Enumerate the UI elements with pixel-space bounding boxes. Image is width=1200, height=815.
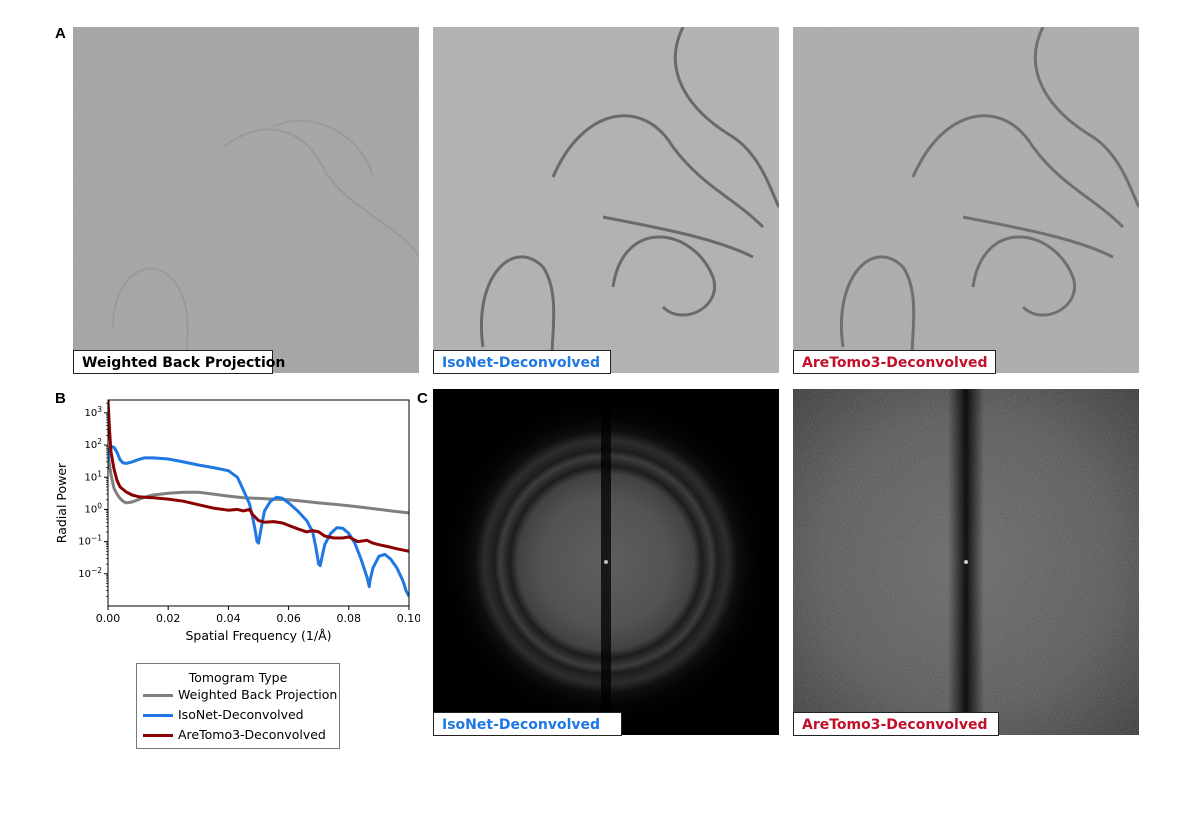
legend-label-aretomo3: AreTomo3-Deconvolved — [178, 727, 326, 742]
radial-power-chart: 0.00 0.02 0.04 0.06 0.08 0.10 10−2 10−1 100 101 10… — [54, 399, 420, 643]
power-spectrum-aretomo3-image — [793, 389, 1139, 735]
x-tick-label: 0.10 — [397, 612, 420, 625]
y-tick-label: 100 — [84, 501, 102, 515]
panel-letter-c: C — [417, 390, 428, 407]
x-tick-label: 0.06 — [276, 612, 301, 625]
legend-swatch-isonet — [143, 714, 173, 717]
x-tick-label: 0.04 — [216, 612, 241, 625]
legend-label-wbp: Weighted Back Projection — [178, 687, 338, 702]
y-tick-label: 101 — [84, 469, 102, 483]
x-tick-label: 0.00 — [96, 612, 121, 625]
legend-title: Tomogram Type — [188, 670, 288, 685]
power-spectrum-isonet-image — [433, 389, 779, 735]
x-tick-label: 0.08 — [337, 612, 362, 625]
spectrum-label-aretomo3: AreTomo3-Deconvolved — [793, 712, 999, 736]
y-tick-label: 103 — [84, 405, 102, 419]
y-tick-label: 10−1 — [78, 534, 102, 548]
plot-frame — [107, 399, 410, 607]
spectrum-label-isonet: IsoNet-Deconvolved — [433, 712, 622, 736]
series-line-2 — [108, 400, 409, 553]
panel-letter-b: B — [55, 390, 66, 407]
y-tick-label: 10−2 — [78, 566, 102, 580]
tomogram-label-wbp: Weighted Back Projection — [73, 350, 285, 374]
legend-label-isonet: IsoNet-Deconvolved — [178, 707, 304, 722]
tomogram-label-aretomo3: AreTomo3-Deconvolved — [793, 350, 996, 374]
legend-entry-aretomo3: AreTomo3-Deconvolved — [137, 725, 339, 745]
series-line-1 — [108, 445, 409, 597]
x-axis-label: Spatial Frequency (1/Å) — [185, 628, 331, 643]
tomogram-label-isonet: IsoNet-Deconvolved — [433, 350, 611, 374]
legend-entry-isonet: IsoNet-Deconvolved — [137, 705, 339, 725]
legend-entry-wbp: Weighted Back Projection — [137, 685, 339, 705]
tomogram-wbp-image — [73, 27, 419, 373]
y-tick-label: 102 — [84, 437, 102, 451]
x-tick-label: 0.02 — [156, 612, 181, 625]
chart-legend: Tomogram Type Weighted Back Projection I… — [136, 663, 340, 749]
panel-letter-a: A — [55, 25, 66, 42]
series-line-0 — [108, 454, 409, 515]
legend-swatch-aretomo3 — [143, 734, 173, 737]
y-axis-label: Radial Power — [54, 462, 69, 543]
tomogram-isonet-image — [433, 27, 779, 373]
legend-swatch-wbp — [143, 694, 173, 697]
tomogram-aretomo3-image — [793, 27, 1139, 373]
